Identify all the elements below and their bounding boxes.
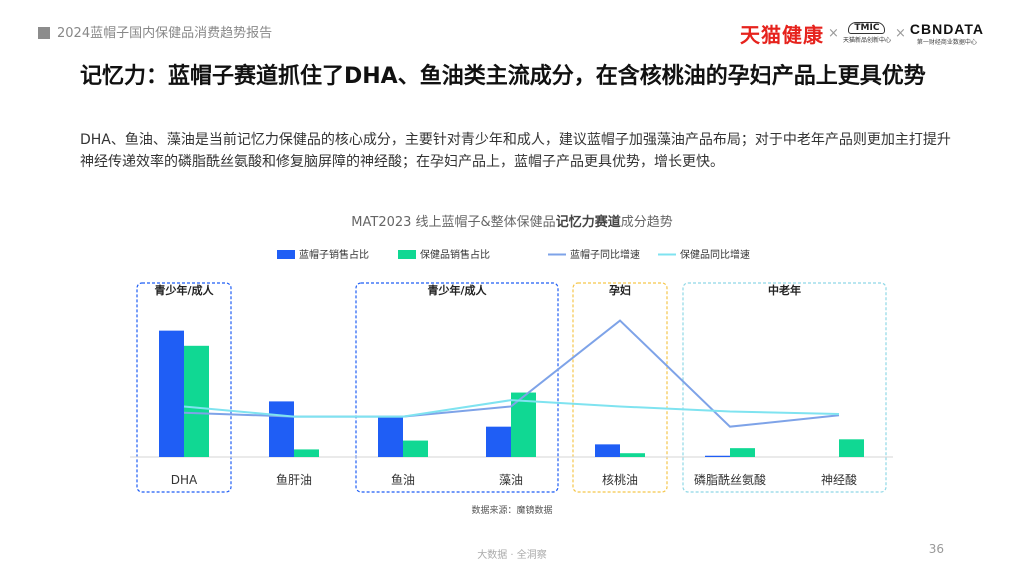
x-tick-label: 鱼油 [391,473,415,487]
bar-health [730,448,755,457]
group-label: 中老年 [768,283,801,297]
group-box [355,282,559,493]
x-tick-label: 藻油 [499,473,523,487]
bar-bluehat [159,330,184,457]
chart-title-suffix: 成分趋势 [620,215,673,230]
legend-label: 蓝帽子同比增速 [570,248,640,261]
header-square-icon [38,27,50,39]
report-title: 2024蓝帽子国内保健品消费趋势报告 [57,26,273,41]
x-tick-label: 磷脂酰丝氨酸 [694,472,766,487]
bar-health [294,449,319,457]
cbndata-logo: CBNDATA 第一财经商业数据中心 [910,21,984,46]
tmall-health-logo: 天猫健康 [740,22,825,47]
line-health-growth [183,399,840,418]
bar-bluehat [269,401,294,457]
x-tick-label: DHA [171,473,198,487]
chart-title: MAT2023 线上蓝帽子&整体保健品记忆力赛道成分趋势 [0,211,1024,230]
legend-label: 保健品同比增速 [680,248,750,261]
bar-bluehat [486,426,511,457]
bar-bluehat [705,455,730,457]
group-box [572,282,668,493]
group-box [136,282,232,493]
footer-slogan: 大数据 · 全洞察 [477,550,547,561]
bar-bluehat [595,444,620,457]
bar-health [839,439,864,457]
page-title: 记忆力：蓝帽子赛道抓住了DHA、鱼油类主流成分，在含核桃油的孕妇产品上更具优势 [80,64,926,89]
legend-label: 保健品销售占比 [420,248,490,261]
bar-health [620,453,645,457]
partner-logos: 天猫健康 × TMIC 天猫新品创新中心 × CBNDATA 第一财经商业数据中… [740,16,984,50]
bar-bluehat [378,416,403,457]
page-description: DHA、鱼油、藻油是当前记忆力保健品的核心成分，主要针对青少年和成人，建议蓝帽子… [80,132,951,170]
chart-title-bold: 记忆力赛道 [555,215,621,230]
group-label: 孕妇 [609,283,631,297]
chart-title-prefix: MAT2023 线上蓝帽子&整体保健品 [351,215,556,230]
x-tick-label: 鱼肝油 [276,473,312,487]
data-source: 数据来源：魔镜数据 [471,506,553,516]
legend-label: 蓝帽子销售占比 [299,248,369,261]
legend-swatch [277,250,295,259]
bar-health [184,345,209,457]
tmic-logo-subtitle: 天猫新品创新中心 [842,37,891,44]
page-number: 36 [928,542,944,556]
x-tick-label: 核桃油 [602,472,638,487]
cbndata-logo-subtitle: 第一财经商业数据中心 [916,38,977,46]
tmic-logo: TMIC 天猫新品创新中心 [843,22,891,44]
logo-separator: × [894,25,906,41]
group-label: 青少年/成人 [154,283,214,297]
bar-health [403,440,428,457]
logo-separator: × [828,25,839,41]
cbndata-logo-mark: CBNDATA [909,20,984,37]
group-label: 青少年/成人 [427,283,487,297]
group-box [682,282,887,493]
legend-swatch [398,250,416,259]
x-tick-label: 神经酸 [821,472,857,487]
